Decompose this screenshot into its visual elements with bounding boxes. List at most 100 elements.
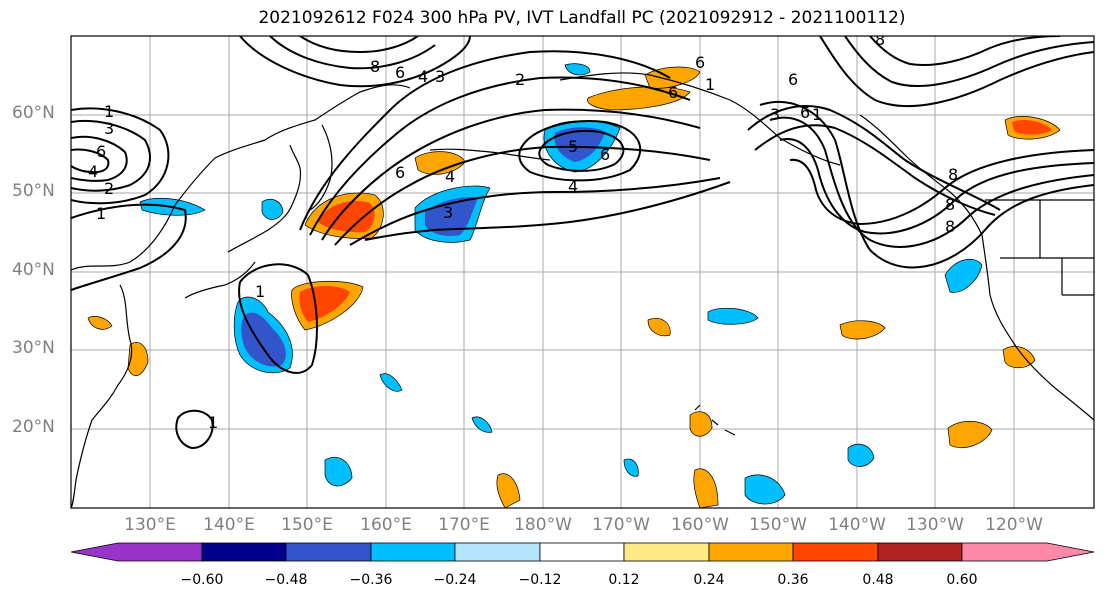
asia-coast xyxy=(71,84,411,271)
positive-anomaly-pacific-2 xyxy=(647,318,671,337)
colorbar-tick-label: −0.24 xyxy=(433,572,477,588)
contour-labels: 1 3 6 4 2 1 8 6 4 3 2 6 4 3 5 6 4 8 6 6 … xyxy=(88,30,958,432)
lon-label: 140°W xyxy=(828,515,886,535)
us-west-coast xyxy=(981,234,1094,421)
contour-japan-loop xyxy=(238,263,318,374)
lon-label: 170°W xyxy=(592,515,650,535)
negative-anomaly-south-1 xyxy=(847,443,875,467)
negative-anomaly-small-2 xyxy=(261,198,284,220)
colorbar-tick-label: 0.48 xyxy=(862,572,894,588)
lon-label: 130°W xyxy=(906,515,964,535)
contour-label: 8 xyxy=(875,30,885,49)
colorbar-cell xyxy=(539,542,625,562)
colorbar-tick-label: −0.60 xyxy=(180,572,224,588)
contour-label: 4 xyxy=(568,177,578,196)
contour-label: 5 xyxy=(568,137,578,156)
colorbar-tick-label: −0.12 xyxy=(518,572,562,588)
negative-anomaly-south-2 xyxy=(744,474,786,505)
contour-trough-2 xyxy=(309,76,691,236)
contour-label: 1 xyxy=(705,75,715,94)
contour-label: 8 xyxy=(945,217,955,236)
contour-trough-6 xyxy=(364,181,731,241)
contour-gulf-loop-2 xyxy=(538,129,625,172)
coastlines xyxy=(71,72,1094,508)
contour-label: 3 xyxy=(435,67,445,86)
colorbar-cell xyxy=(370,542,456,562)
contour-label: 3 xyxy=(443,203,453,222)
contour-trough-3 xyxy=(321,108,701,241)
negative-anomaly-aleutian-small xyxy=(564,63,591,76)
contour-west-1 xyxy=(71,107,170,205)
contour-label: 4 xyxy=(88,162,98,181)
colorbar-cell xyxy=(792,542,879,562)
contour-label: 6 xyxy=(600,145,610,164)
contour-west-4 xyxy=(71,148,110,174)
contour-label: 3 xyxy=(104,119,114,138)
japan-coast xyxy=(227,144,302,253)
contour-label: 6 xyxy=(668,83,678,102)
negative-anomaly-west-coast xyxy=(944,258,983,293)
contour-label: 4 xyxy=(445,167,455,186)
positive-anomaly-pacific-1 xyxy=(839,320,886,340)
colorbar-cell xyxy=(201,542,287,562)
lon-label: 140°E xyxy=(203,515,255,535)
contour-label: 6 xyxy=(695,53,705,72)
contour-label: 8 xyxy=(945,195,955,214)
colorbar-tick-label: 0.60 xyxy=(946,572,978,588)
contour-trough-5 xyxy=(349,177,721,246)
negative-anomaly-south-3 xyxy=(324,456,353,487)
japan-south xyxy=(184,261,256,299)
positive-anomaly-hawaii xyxy=(689,411,713,437)
colorbar-cell xyxy=(877,542,963,562)
colorbar-cell xyxy=(285,542,372,562)
hawaii-islands xyxy=(694,404,736,436)
lon-label: 150°W xyxy=(749,515,807,535)
aleutian-islands xyxy=(429,148,551,161)
contour-east-upper-2 xyxy=(844,36,1094,88)
negative-anomaly-small-4 xyxy=(471,416,493,433)
colorbar-tick-label: 0.36 xyxy=(777,572,809,588)
lat-label-40n: 40°N xyxy=(12,260,55,280)
us-state-lines xyxy=(1000,200,1094,296)
lat-label-50n: 50°N xyxy=(12,181,55,201)
lon-label: 180°W xyxy=(514,515,572,535)
contour-east-trough-6 xyxy=(754,124,996,216)
negative-anomaly-small-3 xyxy=(379,373,403,392)
positive-anomaly-japan-east-core xyxy=(299,286,350,322)
colorbar-tick-label: 0.12 xyxy=(608,572,640,588)
colorbar-cell xyxy=(623,542,710,562)
colorbar-tick-label: −0.36 xyxy=(349,572,393,588)
positive-anomaly-south-2 xyxy=(693,468,719,508)
colorbar-cell xyxy=(961,542,1095,562)
contour-label: 6 xyxy=(395,163,405,182)
colorbar-cell xyxy=(708,542,794,562)
bc-coast xyxy=(859,114,983,236)
lat-label-60n: 60°N xyxy=(12,103,55,123)
contour-west-3 xyxy=(71,135,128,182)
map-title: 2021092612 F024 300 hPa PV, IVT Landfall… xyxy=(258,8,906,28)
lon-label: 150°E xyxy=(281,515,333,535)
contour-trough-4 xyxy=(334,145,711,246)
contour-east-trough-3 xyxy=(779,138,1094,235)
colorbar-cell xyxy=(454,542,541,562)
pv-contours xyxy=(71,36,1094,450)
positive-anomaly-south-1 xyxy=(947,421,993,449)
colorbar-cell xyxy=(70,542,203,562)
korea-coast xyxy=(71,284,133,508)
colorbar xyxy=(70,542,1095,562)
lat-label-20n: 20°N xyxy=(12,417,55,437)
contour-east-upper-1 xyxy=(819,36,1094,108)
kamchatka xyxy=(309,124,333,211)
contour-label: 1 xyxy=(96,204,106,223)
contour-label: 8 xyxy=(948,165,958,184)
contour-label: 6 xyxy=(395,63,405,82)
colorbar-tick-label: 0.24 xyxy=(693,572,725,588)
contour-east-trough-1 xyxy=(759,100,1094,269)
lon-label: 170°E xyxy=(438,515,490,535)
alaska-coast xyxy=(559,72,841,166)
colorbar-tick-label: −0.48 xyxy=(264,572,308,588)
contour-label: 4 xyxy=(418,67,428,86)
positive-anomaly-west-1 xyxy=(127,341,149,376)
contour-label: 1 xyxy=(812,105,822,124)
